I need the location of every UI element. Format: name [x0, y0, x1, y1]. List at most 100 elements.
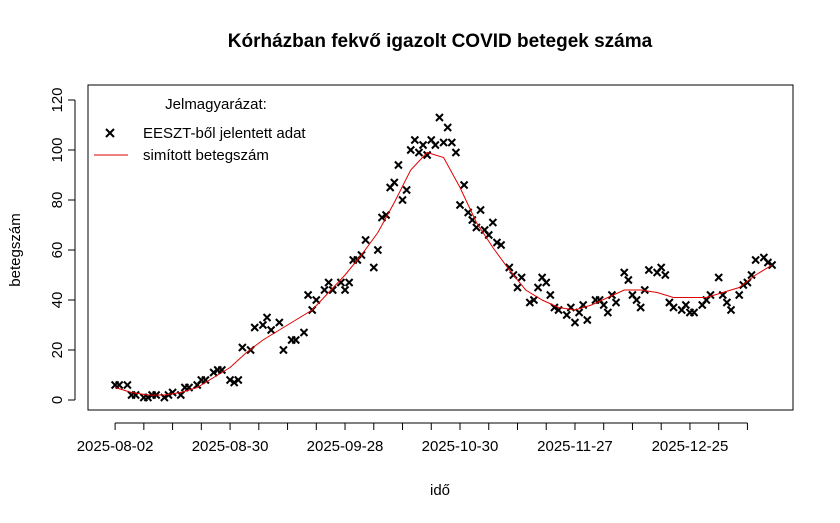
data-point [455, 200, 465, 210]
data-point [291, 335, 300, 345]
y-tick-label: 0 [49, 396, 66, 404]
data-point [344, 278, 354, 287]
x-axis-label: idő [430, 482, 450, 499]
y-tick-label: 40 [49, 292, 66, 309]
data-point [258, 320, 268, 330]
data-point [422, 150, 432, 160]
data-point [184, 383, 194, 392]
data-point [402, 185, 411, 195]
data-point [320, 285, 329, 295]
legend-title: Jelmagyarázat: [165, 96, 267, 113]
data-point [492, 238, 502, 247]
data-point [394, 160, 403, 170]
x-tick-label: 2025-11-27 [537, 438, 613, 455]
data-point [312, 295, 321, 305]
data-point [505, 263, 514, 272]
data-point [414, 148, 424, 157]
data-point [735, 290, 744, 300]
data-point [275, 318, 284, 327]
data-point [669, 303, 678, 312]
data-point [217, 365, 227, 375]
data-point [550, 303, 559, 312]
data-point [611, 298, 621, 307]
data-point [718, 290, 727, 300]
chart-title: Kórházban fekvő igazolt COVID betegek sz… [228, 31, 653, 52]
data-point [336, 278, 346, 287]
data-point [435, 113, 444, 122]
data-point [574, 308, 584, 317]
data-point [443, 123, 452, 132]
data-point [603, 308, 613, 317]
data-point [546, 290, 555, 300]
legend-label: simított betegszám [143, 147, 269, 164]
data-point [476, 205, 485, 215]
data-point [726, 305, 736, 315]
data-point [763, 258, 773, 267]
data-point [743, 278, 752, 287]
legend-label: EESZT-ből jelentett adat [143, 125, 306, 142]
data-point [751, 255, 760, 265]
data-point [418, 140, 428, 150]
data-point [431, 140, 440, 150]
data-point [525, 298, 535, 307]
data-point [390, 178, 399, 187]
data-point [533, 283, 543, 292]
data-point [517, 273, 526, 282]
y-tick-label: 20 [49, 342, 66, 359]
x-tick-label: 2025-09-28 [307, 438, 384, 455]
data-point [238, 343, 247, 352]
data-point [123, 380, 132, 390]
data-point [542, 278, 551, 287]
data-point [164, 390, 173, 400]
data-point [373, 245, 383, 255]
data-point [640, 285, 649, 295]
data-point [636, 303, 645, 312]
data-point [562, 310, 571, 320]
data-point [361, 235, 370, 245]
y-tick-label: 80 [49, 192, 66, 209]
data-point [714, 273, 723, 282]
y-tick-label: 60 [49, 242, 66, 259]
x-tick-label: 2025-10-30 [422, 438, 499, 455]
data-point [262, 313, 272, 322]
smoothed-line [114, 151, 773, 396]
data-point [303, 290, 313, 300]
data-point [266, 325, 276, 335]
data-point [747, 270, 756, 280]
data-point [644, 265, 654, 275]
y-tick-label: 120 [49, 87, 66, 112]
data-point [632, 295, 641, 305]
data-point [250, 323, 259, 332]
data-point [681, 300, 691, 310]
x-tick-label: 2025-08-02 [77, 438, 154, 455]
data-point [656, 263, 666, 272]
data-point [578, 300, 588, 310]
data-point [583, 315, 592, 325]
data-point [324, 278, 333, 287]
data-point [661, 270, 670, 280]
data-point [447, 138, 456, 147]
data-point [225, 375, 235, 385]
x-tick-label: 2025-12-25 [652, 438, 729, 455]
data-point [722, 298, 732, 307]
data-point [488, 218, 498, 227]
data-point [620, 268, 629, 277]
data-point [459, 180, 469, 190]
data-point [340, 285, 350, 295]
data-point [513, 283, 522, 292]
data-point [114, 380, 124, 390]
data-point [168, 388, 177, 397]
data-point [496, 240, 506, 250]
plot-frame [87, 84, 794, 411]
data-point [599, 300, 608, 310]
x-tick-label: 2025-08-30 [192, 438, 269, 455]
data-point [201, 375, 210, 385]
data-point [406, 145, 415, 155]
data-point [398, 195, 407, 205]
data-point [529, 295, 539, 305]
data-point [439, 138, 448, 147]
legend-marker [105, 128, 115, 138]
data-point [209, 368, 218, 377]
data-point [570, 318, 580, 327]
